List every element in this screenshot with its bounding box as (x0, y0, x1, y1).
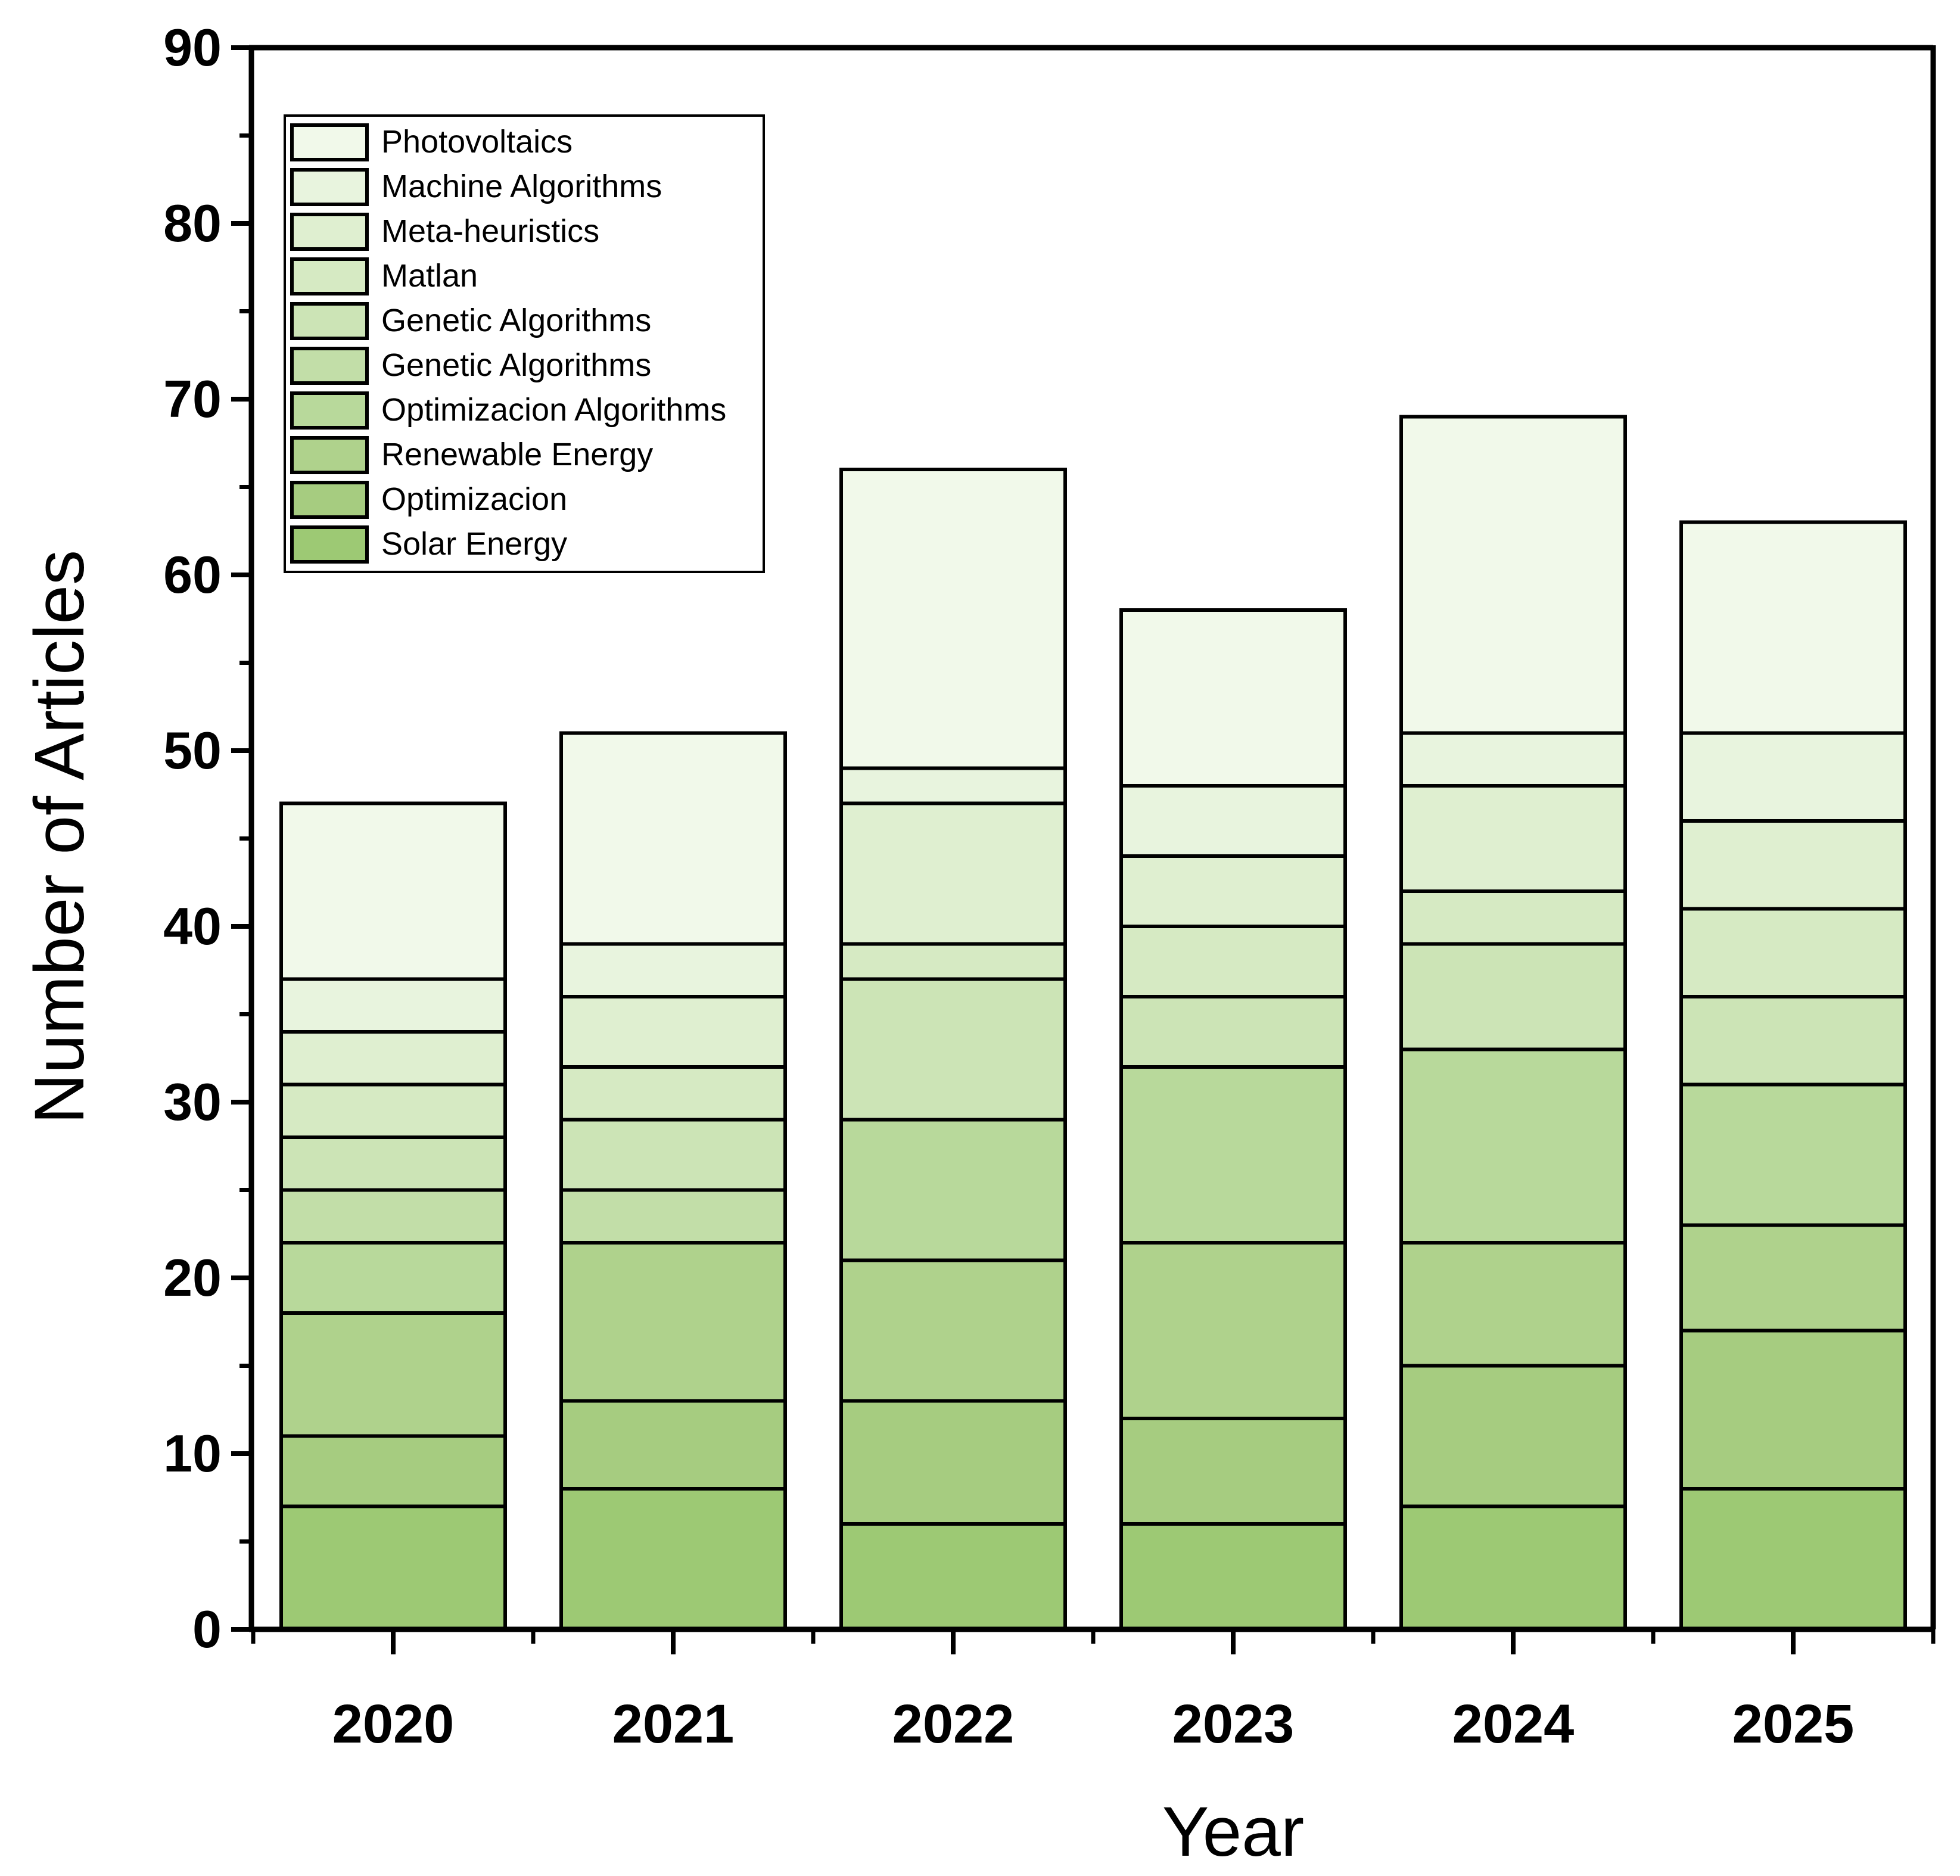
y-tick-label: 70 (163, 369, 222, 428)
legend-swatch (290, 213, 369, 251)
bar-segment-2025-2 (1679, 1223, 1907, 1333)
legend-swatch (290, 525, 369, 564)
bar-segment-2021-8 (559, 942, 787, 998)
bar-segment-2024-3 (1399, 1047, 1627, 1245)
bar-segment-2022-0 (839, 1522, 1067, 1631)
bar-segment-2023-8 (1119, 784, 1347, 858)
x-axis-title: Year (1162, 1793, 1304, 1871)
bar-segment-2022-8 (839, 766, 1067, 805)
bar-segment-2025-8 (1679, 731, 1907, 823)
bar-segment-2020-0 (279, 1504, 507, 1631)
bar-segment-2023-1 (1119, 1417, 1347, 1526)
bar-segment-2023-6 (1119, 925, 1347, 998)
legend-swatch (290, 347, 369, 385)
bar-segment-2024-2 (1399, 1241, 1627, 1368)
legend-swatch (290, 391, 369, 430)
bar-segment-2021-5 (559, 1118, 787, 1192)
y-tick-label: 10 (163, 1424, 222, 1483)
bar-segment-2024-0 (1399, 1504, 1627, 1631)
bar-segment-2020-5 (279, 1135, 507, 1192)
bar-segment-2020-3 (279, 1241, 507, 1315)
legend: Photovoltaics Machine Algorithms Meta-heur… (284, 114, 765, 573)
bar-segment-2020-2 (279, 1311, 507, 1438)
x-tick-label: 2021 (612, 1694, 735, 1754)
legend-label: Genetic Algorithms (381, 347, 651, 383)
bar-segment-2025-0 (1679, 1487, 1907, 1631)
y-tick-label: 0 (192, 1600, 222, 1659)
bar-segment-2025-1 (1679, 1329, 1907, 1491)
ticks-group: 0 10 20 30 40 50 60 70 80 90 2020 2021 2022 2023 2024 2… (163, 18, 1936, 1754)
bar-segment-2024-7 (1399, 784, 1627, 893)
bar-segment-2022-2 (839, 1258, 1067, 1403)
bar-segment-2021-0 (559, 1487, 787, 1631)
y-tick-label: 60 (163, 545, 222, 604)
bar-segment-2024-8 (1399, 731, 1627, 788)
legend-label: Renewable Energy (381, 437, 653, 472)
bar-segment-2023-0 (1119, 1522, 1347, 1631)
bar-segment-2022-1 (839, 1399, 1067, 1526)
bar-segment-2020-1 (279, 1434, 507, 1508)
y-tick-label: 40 (163, 897, 222, 956)
bar-segment-2021-7 (559, 995, 787, 1069)
legend-swatch (290, 123, 369, 161)
legend-swatch (290, 257, 369, 295)
legend-label: Solar Energy (381, 526, 567, 562)
bar-segment-2025-7 (1679, 819, 1907, 911)
legend-label: Machine Algorithms (381, 169, 662, 204)
x-tick-label: 2020 (332, 1694, 455, 1754)
bar-segment-2020-7 (279, 1030, 507, 1087)
y-axis-title: Number of Articles (20, 550, 99, 1124)
bar-segment-2021-9 (559, 731, 787, 946)
legend-label: Optimizacion Algorithms (381, 392, 726, 428)
bar-segment-2025-6 (1679, 907, 1907, 998)
y-tick-label: 50 (163, 721, 222, 780)
bar-segment-2022-6 (839, 942, 1067, 981)
y-tick-label: 80 (163, 194, 222, 253)
bar-segment-2020-9 (279, 801, 507, 981)
x-tick-label: 2025 (1732, 1694, 1855, 1754)
legend-label: Meta-heuristics (381, 213, 599, 249)
legend-swatch (290, 168, 369, 206)
bar-segment-2022-7 (839, 801, 1067, 946)
bars-group (279, 415, 1907, 1631)
legend-label: Matlan (381, 258, 478, 294)
x-tick-label: 2022 (892, 1694, 1015, 1754)
bar-segment-2021-1 (559, 1399, 787, 1491)
bar-segment-2024-1 (1399, 1364, 1627, 1508)
legend-label: Genetic Algorithms (381, 303, 651, 338)
bar-segment-2023-3 (1119, 1065, 1347, 1245)
bar-segment-2024-6 (1399, 889, 1627, 946)
y-tick-label: 20 (163, 1248, 222, 1307)
bar-segment-2024-5 (1399, 942, 1627, 1051)
bar-segment-2020-8 (279, 977, 507, 1034)
bar-segment-2021-6 (559, 1065, 787, 1122)
legend-label: Photovoltaics (381, 124, 573, 160)
x-tick-label: 2024 (1452, 1694, 1575, 1754)
bar-segment-2025-3 (1679, 1082, 1907, 1227)
bar-segment-2023-5 (1119, 995, 1347, 1069)
bar-segment-2020-4 (279, 1188, 507, 1245)
legend-label: Optimizacion (381, 481, 567, 517)
x-tick-label: 2023 (1172, 1694, 1295, 1754)
bar-segment-2025-9 (1679, 520, 1907, 735)
y-tick-label: 30 (163, 1072, 222, 1131)
bar-segment-2022-9 (839, 468, 1067, 770)
bar-segment-2023-7 (1119, 854, 1347, 928)
bar-segment-2022-5 (839, 977, 1067, 1122)
bar-segment-2022-3 (839, 1118, 1067, 1262)
bar-segment-2020-6 (279, 1082, 507, 1139)
bar-segment-2023-2 (1119, 1241, 1347, 1420)
legend-swatch (290, 436, 369, 474)
bar-segment-2021-4 (559, 1188, 787, 1245)
legend-swatch (290, 302, 369, 340)
bar-segment-2025-5 (1679, 995, 1907, 1087)
bar-segment-2021-2 (559, 1241, 787, 1403)
y-tick-label: 90 (163, 18, 222, 77)
bar-segment-2024-9 (1399, 415, 1627, 735)
legend-swatch (290, 481, 369, 519)
bar-segment-2023-9 (1119, 608, 1347, 788)
